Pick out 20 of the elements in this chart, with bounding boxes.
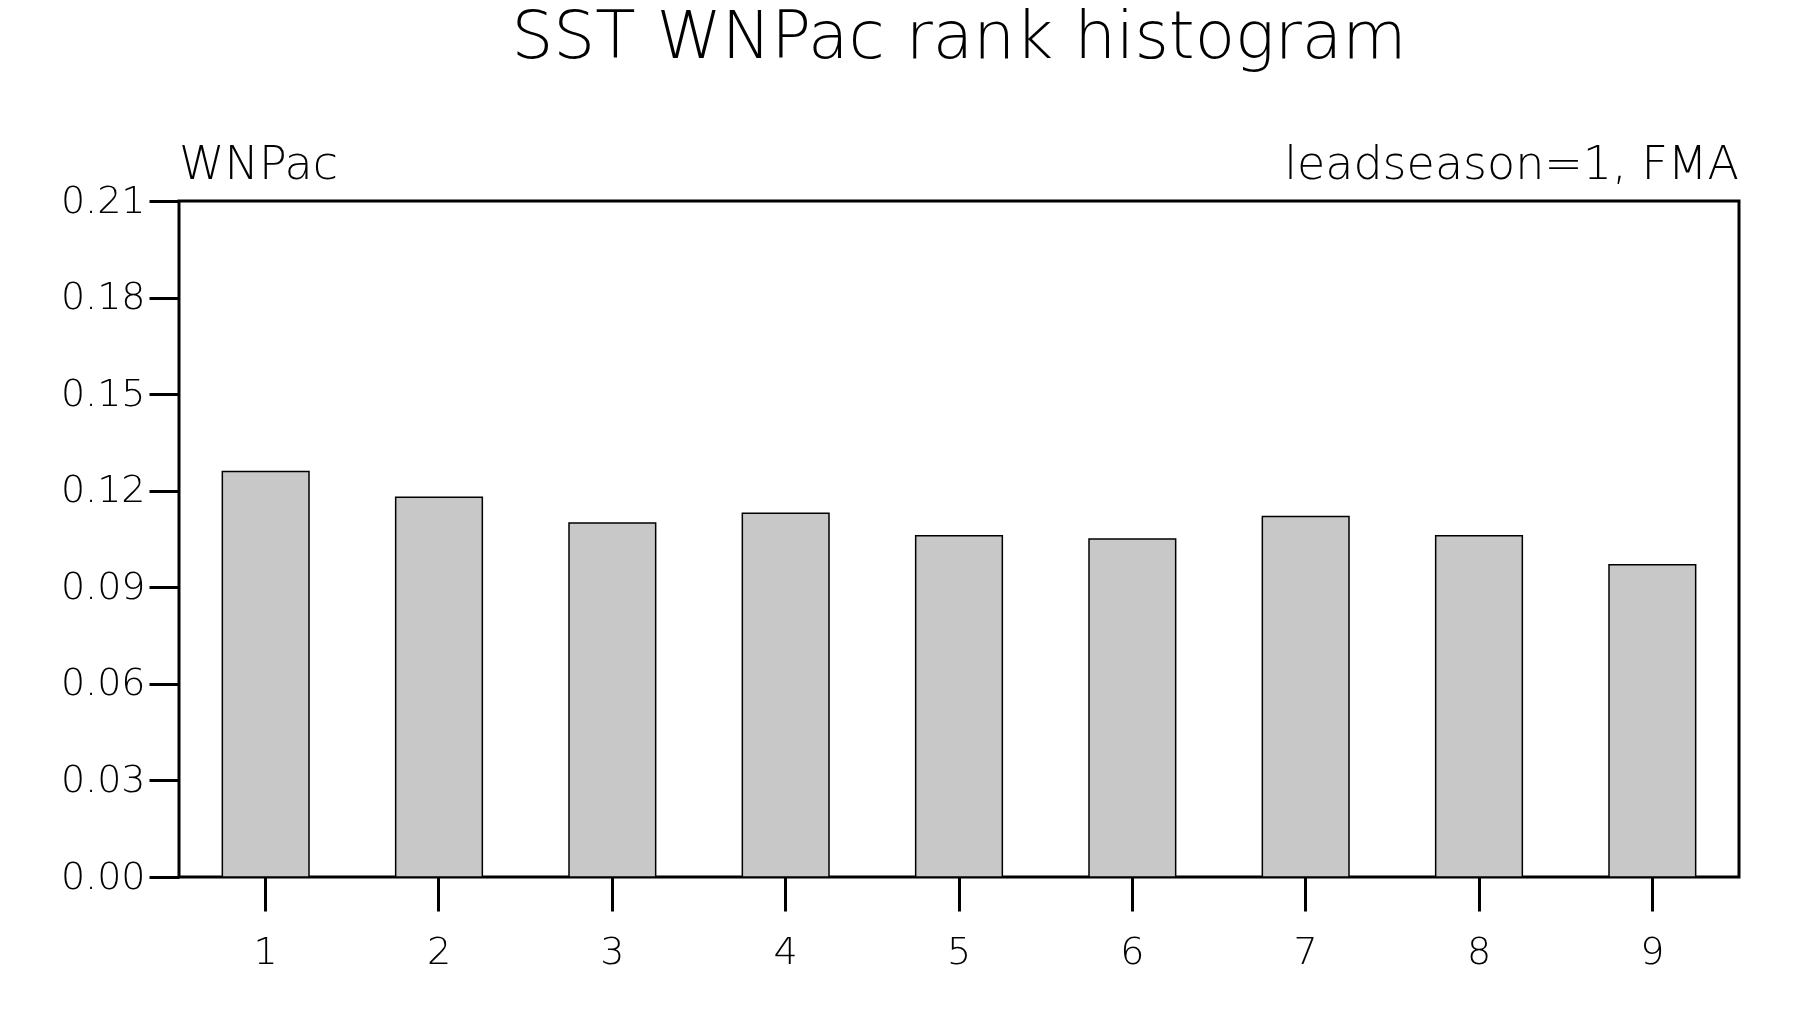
x-tick-label: 5 (946, 928, 972, 973)
x-tick-label: 3 (600, 928, 625, 973)
y-tick-label: 0.12 (60, 467, 146, 512)
x-tick-label: 7 (1293, 928, 1318, 973)
y-tick-label: 0.09 (60, 563, 146, 608)
x-tick-label: 1 (253, 928, 278, 973)
y-tick-label: 0.21 (60, 177, 146, 222)
x-tick-label: 4 (773, 928, 798, 973)
y-tick-label: 0.06 (60, 660, 146, 705)
y-tick-label: 0.15 (60, 370, 146, 415)
y-tick-label: 0.00 (60, 853, 146, 898)
x-tick-label: 9 (1640, 928, 1665, 973)
chart-title: SST WNPac rank histogram (511, 0, 1407, 74)
x-tick-label: 6 (1120, 928, 1145, 973)
text: leadseason=1, FMA (1284, 136, 1739, 190)
text: WNPac (179, 136, 339, 190)
x-tick-label: 2 (426, 928, 452, 973)
y-tick-label: 0.18 (60, 274, 146, 319)
x-tick-label: 8 (1466, 928, 1492, 973)
y-tick-label: 0.03 (60, 756, 146, 801)
